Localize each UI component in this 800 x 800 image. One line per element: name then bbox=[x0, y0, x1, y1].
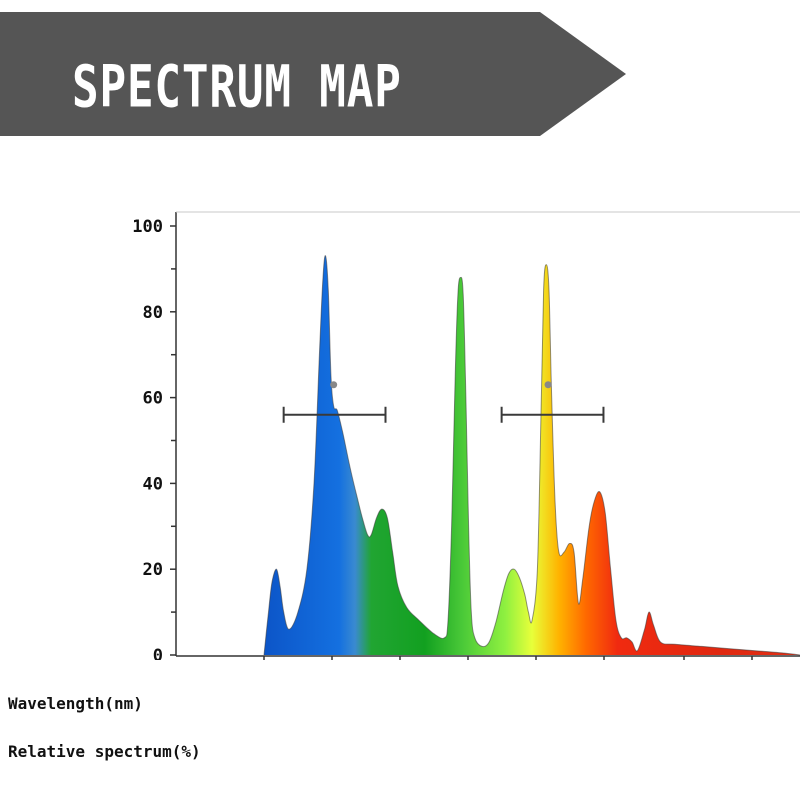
spectrum-chart: 100 80 60 40 20 0 bbox=[132, 211, 800, 660]
wavelength-label: Wavelength(nm) bbox=[8, 694, 143, 713]
y-tick-label-80: 80 bbox=[143, 303, 163, 323]
relative-spectrum-label: Relative spectrum(%) bbox=[8, 742, 201, 761]
error-bar-center-mark bbox=[544, 381, 552, 389]
banner-arrow-shape bbox=[0, 12, 626, 136]
spectrum-outline bbox=[263, 255, 800, 656]
banner: SPECTRUM MAP bbox=[0, 12, 626, 136]
error-bar-center-mark bbox=[330, 381, 338, 389]
banner-title: SPECTRUM MAP bbox=[72, 52, 402, 121]
error-bar-2 bbox=[500, 381, 605, 423]
error-bar-1 bbox=[282, 381, 387, 423]
y-tick-label-60: 60 bbox=[143, 389, 163, 409]
y-tick-label-20: 20 bbox=[143, 560, 163, 580]
y-tick-label-100: 100 bbox=[132, 217, 163, 237]
spectrum-area bbox=[264, 255, 800, 655]
y-tick-label-40: 40 bbox=[143, 474, 163, 494]
y-tick-label-0: 0 bbox=[153, 646, 163, 660]
